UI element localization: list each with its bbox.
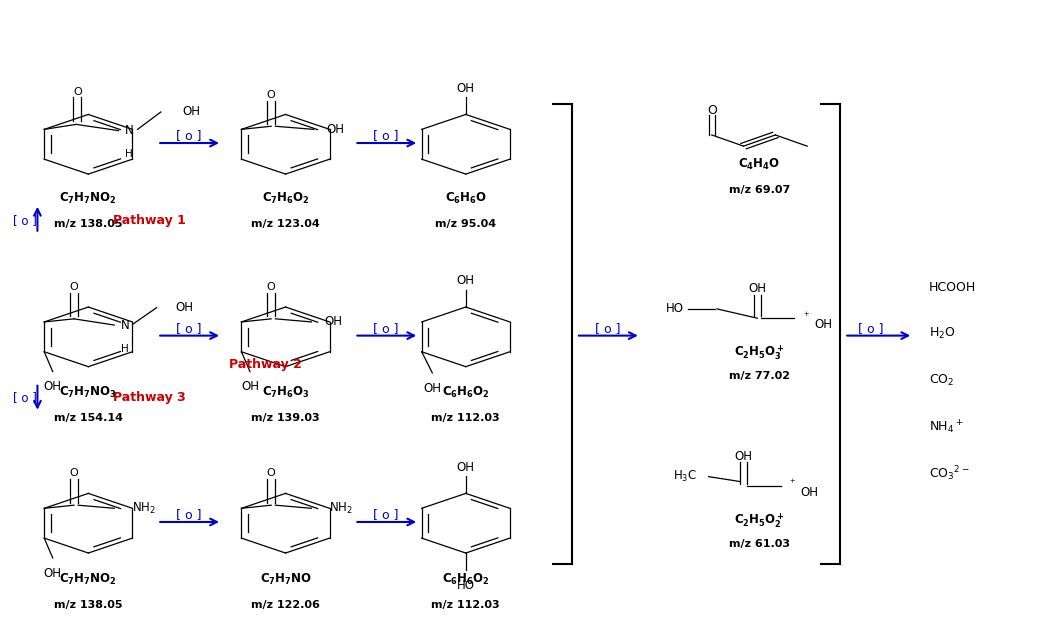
Text: m/z 138.05: m/z 138.05 — [54, 219, 122, 229]
Text: HO: HO — [457, 579, 475, 592]
Text: H$_3$C: H$_3$C — [673, 469, 697, 484]
Text: m/z 138.05: m/z 138.05 — [54, 600, 122, 610]
Text: OH: OH — [457, 461, 475, 474]
Text: $\mathbf{C_6H_6O}$: $\mathbf{C_6H_6O}$ — [444, 191, 487, 206]
Text: H$_2$O: H$_2$O — [929, 326, 956, 341]
Text: [ o ]: [ o ] — [373, 321, 399, 334]
Text: $\mathbf{C_7H_7NO_2}$: $\mathbf{C_7H_7NO_2}$ — [60, 191, 117, 206]
Text: O: O — [73, 87, 83, 97]
Text: OH: OH — [423, 382, 441, 394]
Text: H: H — [125, 149, 133, 159]
Text: $^+$: $^+$ — [788, 479, 796, 489]
Text: $\mathbf{C_6H_6O_2}$: $\mathbf{C_6H_6O_2}$ — [442, 385, 490, 401]
Text: $\mathbf{C_7H_7NO_2}$: $\mathbf{C_7H_7NO_2}$ — [60, 572, 117, 587]
Text: $\mathbf{C_2H_5O_3^+}$: $\mathbf{C_2H_5O_3^+}$ — [735, 343, 784, 362]
Text: Pathway 1: Pathway 1 — [113, 213, 186, 227]
Text: m/z 77.02: m/z 77.02 — [729, 371, 790, 381]
Text: [ o ]: [ o ] — [13, 391, 36, 404]
Text: $\mathbf{C_7H_6O_2}$: $\mathbf{C_7H_6O_2}$ — [261, 191, 309, 206]
Text: [ o ]: [ o ] — [373, 508, 399, 521]
Text: O: O — [69, 468, 79, 478]
Text: HCOOH: HCOOH — [929, 281, 976, 294]
Text: [ o ]: [ o ] — [373, 129, 399, 142]
Text: $\mathbf{C_7H_7NO_3}$: $\mathbf{C_7H_7NO_3}$ — [60, 385, 117, 401]
Text: O: O — [267, 468, 275, 478]
Text: $\mathbf{C_7H_7NO}$: $\mathbf{C_7H_7NO}$ — [259, 572, 311, 587]
Text: OH: OH — [324, 316, 342, 328]
Text: m/z 139.03: m/z 139.03 — [251, 413, 320, 423]
Text: m/z 95.04: m/z 95.04 — [435, 219, 496, 229]
Text: $\mathbf{C_6H_6O_2}$: $\mathbf{C_6H_6O_2}$ — [442, 572, 490, 587]
Text: OH: OH — [457, 82, 475, 95]
Text: [ o ]: [ o ] — [595, 321, 621, 334]
Text: $^+$: $^+$ — [802, 311, 810, 321]
Text: O: O — [267, 281, 275, 291]
Text: N: N — [124, 124, 134, 137]
Text: OH: OH — [182, 105, 200, 119]
Text: NH$_2$: NH$_2$ — [330, 500, 353, 516]
Text: O: O — [707, 104, 716, 117]
Text: m/z 69.07: m/z 69.07 — [729, 185, 790, 195]
Text: OH: OH — [44, 381, 62, 393]
Text: [ o ]: [ o ] — [176, 129, 202, 142]
Text: OH: OH — [800, 485, 819, 499]
Text: OH: OH — [175, 301, 193, 314]
Text: m/z 154.14: m/z 154.14 — [54, 413, 123, 423]
Text: HO: HO — [665, 303, 684, 315]
Text: [ o ]: [ o ] — [176, 508, 202, 521]
Text: $\mathbf{C_7H_6O_3}$: $\mathbf{C_7H_6O_3}$ — [261, 385, 309, 401]
Text: O: O — [267, 90, 275, 100]
Text: OH: OH — [814, 318, 832, 331]
Text: NH$_2$: NH$_2$ — [132, 500, 156, 516]
Text: [ o ]: [ o ] — [176, 321, 202, 334]
Text: $\mathbf{C_4H_4O}$: $\mathbf{C_4H_4O}$ — [739, 157, 780, 172]
Text: OH: OH — [44, 567, 62, 580]
Text: OH: OH — [326, 123, 344, 136]
Text: OH: OH — [748, 282, 766, 295]
Text: m/z 112.03: m/z 112.03 — [432, 600, 500, 610]
Text: [ o ]: [ o ] — [858, 321, 883, 334]
Text: CO$_3$$^{2-}$: CO$_3$$^{2-}$ — [929, 464, 969, 483]
Text: OH: OH — [735, 450, 753, 462]
Text: NH$_4$$^+$: NH$_4$$^+$ — [929, 418, 963, 436]
Text: O: O — [69, 281, 79, 291]
Text: OH: OH — [241, 381, 259, 393]
Text: N: N — [120, 318, 130, 331]
Text: OH: OH — [457, 275, 475, 288]
Text: Pathway 3: Pathway 3 — [113, 391, 185, 404]
Text: $\mathbf{C_2H_5O_2^+}$: $\mathbf{C_2H_5O_2^+}$ — [735, 511, 784, 530]
Text: H: H — [121, 344, 129, 354]
Text: Pathway 2: Pathway 2 — [230, 358, 302, 371]
Text: m/z 112.03: m/z 112.03 — [432, 413, 500, 423]
Text: m/z 61.03: m/z 61.03 — [729, 539, 790, 548]
Text: m/z 122.06: m/z 122.06 — [251, 600, 320, 610]
Text: CO$_2$: CO$_2$ — [929, 373, 955, 388]
Text: m/z 123.04: m/z 123.04 — [251, 219, 320, 229]
Text: [ o ]: [ o ] — [13, 213, 36, 227]
